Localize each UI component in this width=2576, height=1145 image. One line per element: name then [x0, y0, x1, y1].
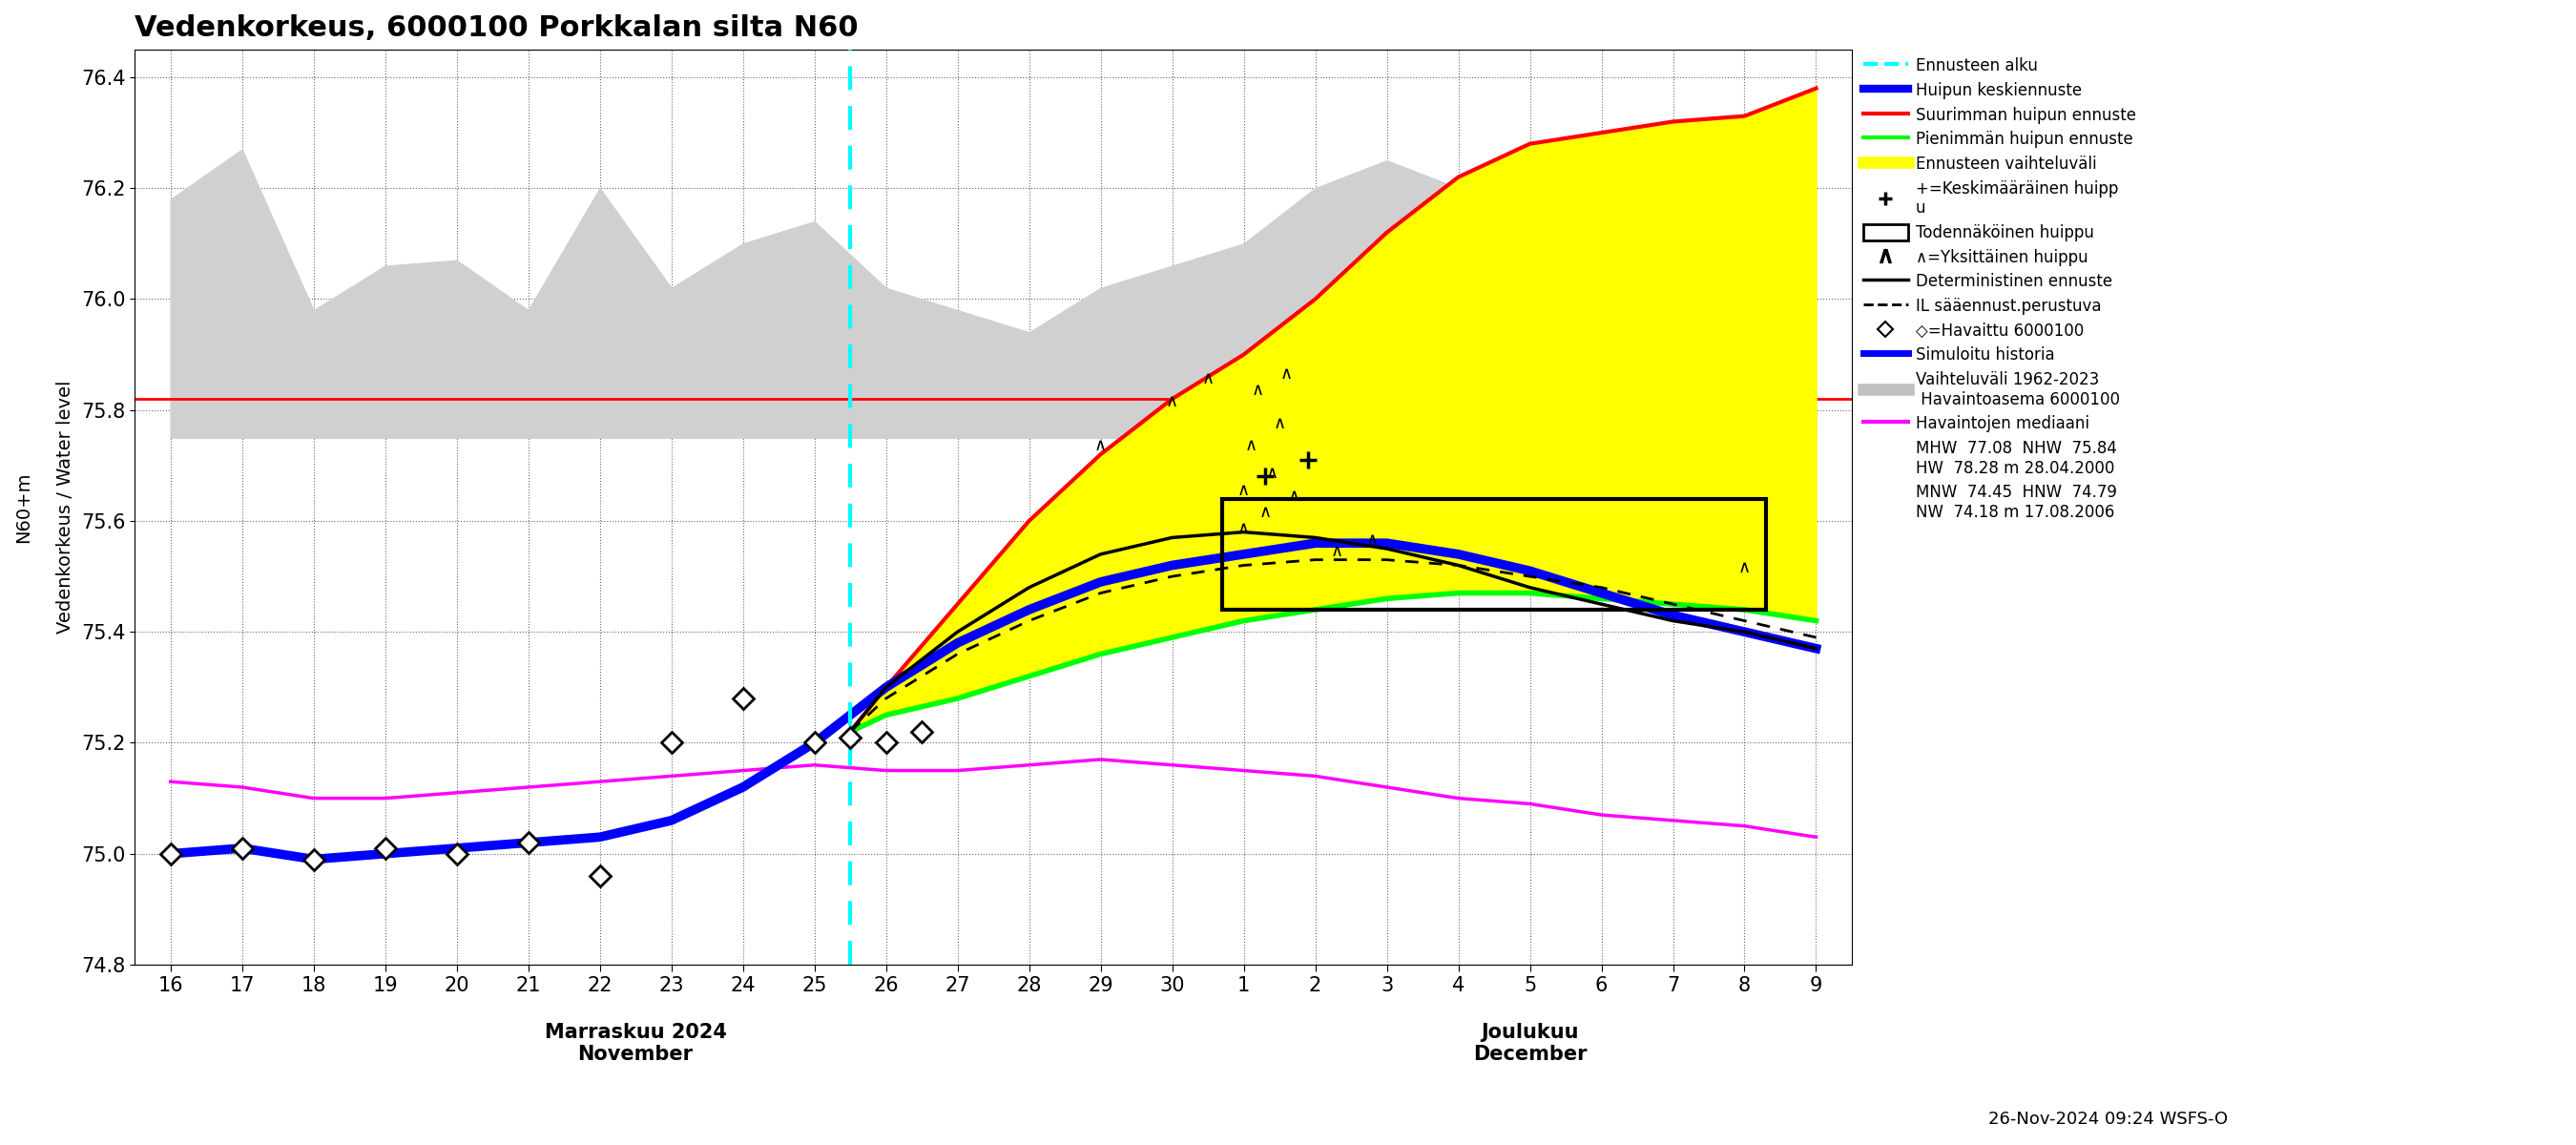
Text: ∧: ∧ — [1236, 482, 1249, 499]
Text: ∧: ∧ — [1095, 437, 1108, 455]
Text: ∧: ∧ — [1244, 437, 1257, 455]
Text: ∧: ∧ — [1236, 521, 1249, 538]
Text: ∧: ∧ — [1739, 559, 1752, 576]
Text: ∧: ∧ — [1265, 465, 1278, 482]
Text: ∧: ∧ — [1260, 504, 1273, 521]
Text: ∧: ∧ — [1252, 381, 1265, 398]
Text: ∧: ∧ — [1200, 371, 1213, 388]
Text: Joulukuu
December: Joulukuu December — [1473, 1022, 1587, 1064]
Text: Marraskuu 2024
November: Marraskuu 2024 November — [544, 1022, 726, 1064]
Text: ∧: ∧ — [1273, 414, 1285, 432]
Text: ∧: ∧ — [1365, 531, 1378, 548]
Bar — [1221, 499, 1767, 609]
Y-axis label: N60+m

Vedenkorkeus / Water level: N60+m Vedenkorkeus / Water level — [15, 380, 75, 633]
Text: ∧: ∧ — [1280, 365, 1293, 382]
Legend: Ennusteen alku, Huipun keskiennuste, Suurimman huipun ennuste, Pienimmän huipun : Ennusteen alku, Huipun keskiennuste, Suu… — [1862, 57, 2136, 521]
Text: ∧: ∧ — [1329, 543, 1342, 560]
Text: Vedenkorkeus, 6000100 Porkkalan silta N60: Vedenkorkeus, 6000100 Porkkalan silta N6… — [134, 14, 858, 42]
Text: ∧: ∧ — [1167, 393, 1177, 410]
Text: 26-Nov-2024 09:24 WSFS-O: 26-Nov-2024 09:24 WSFS-O — [1989, 1111, 2228, 1128]
Text: ∧: ∧ — [1288, 487, 1301, 504]
